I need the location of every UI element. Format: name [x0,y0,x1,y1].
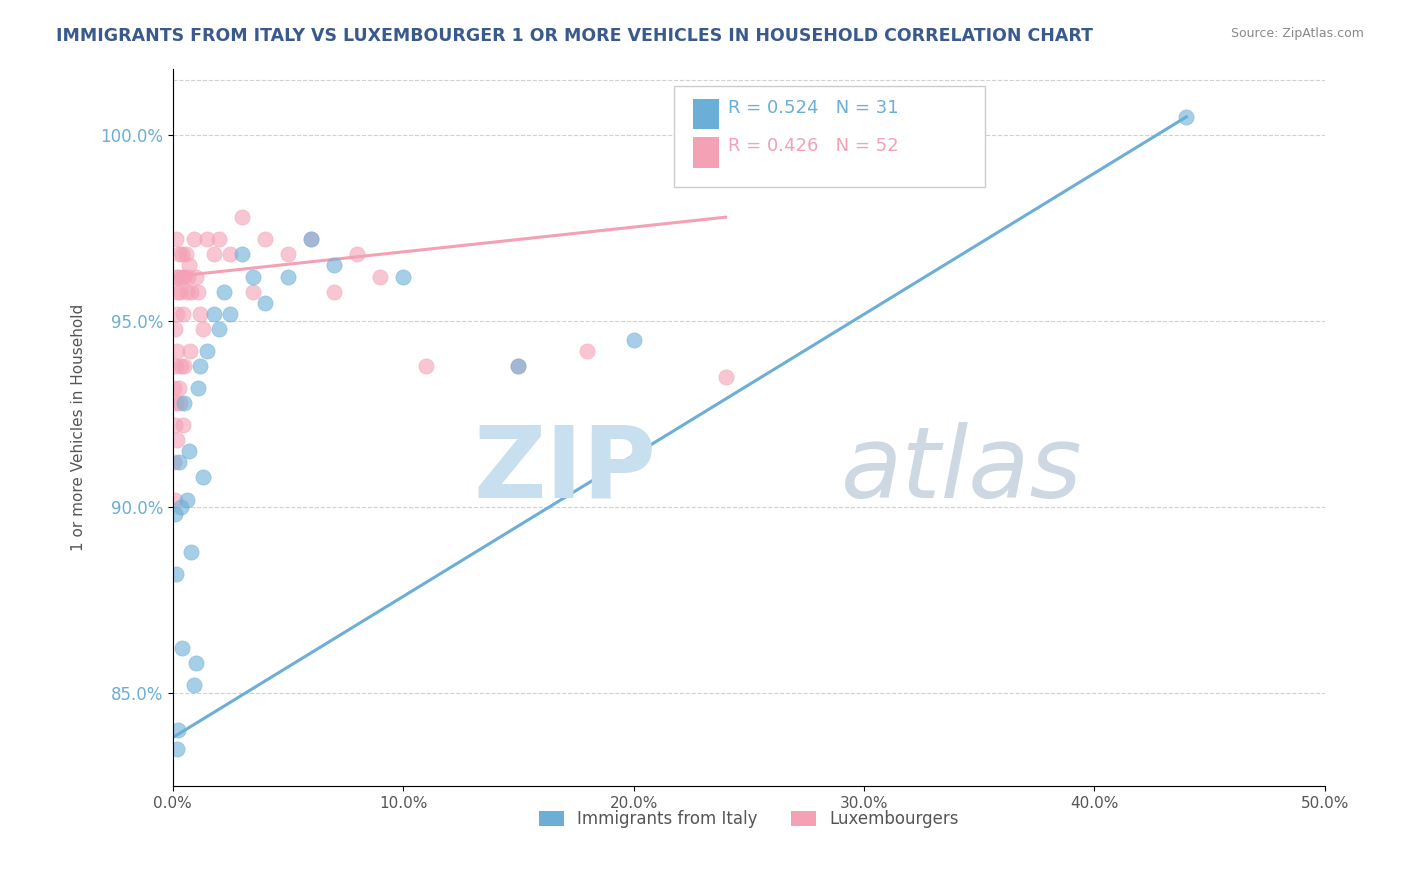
Point [163,455,186,469]
Point [177,444,200,458]
Point [299,232,322,246]
Point [180,544,202,558]
Point [368,269,391,284]
Point [392,269,415,284]
Point [174,247,197,261]
Point [170,269,193,284]
Point [173,269,195,284]
Point [415,359,437,373]
Point [714,370,737,384]
Point [170,359,193,373]
Point [169,455,191,469]
Point [219,247,242,261]
Point [208,232,231,246]
Text: R = 0.426   N = 52: R = 0.426 N = 52 [728,137,898,155]
Point [173,359,195,373]
Y-axis label: 1 or more Vehicles in Household: 1 or more Vehicles in Household [72,303,86,550]
Point [172,307,194,321]
Point [323,259,346,273]
Point [623,333,645,347]
Point [190,359,212,373]
Point [170,247,193,261]
Text: IMMIGRANTS FROM ITALY VS LUXEMBOURGER 1 OR MORE VEHICLES IN HOUSEHOLD CORRELATIO: IMMIGRANTS FROM ITALY VS LUXEMBOURGER 1 … [56,27,1094,45]
Point [184,656,207,670]
Point [277,247,299,261]
Point [197,232,219,246]
Point [253,295,276,310]
Point [166,307,188,321]
Legend: Immigrants from Italy, Luxembourgers: Immigrants from Italy, Luxembourgers [531,804,966,835]
Point [170,500,193,514]
Point [163,418,186,433]
Point [197,343,219,358]
Point [180,285,202,299]
Point [187,285,209,299]
Point [1175,110,1198,124]
Text: R = 0.524   N = 31: R = 0.524 N = 31 [728,99,898,117]
Point [163,492,186,507]
Point [173,396,195,410]
Point [231,210,253,224]
Point [169,381,191,395]
Point [202,247,225,261]
Point [170,641,193,656]
Point [179,343,201,358]
Point [176,492,198,507]
Point [169,285,191,299]
Point [176,285,198,299]
Point [167,269,190,284]
Point [167,723,190,737]
Point [166,741,188,756]
Point [165,566,187,581]
Point [169,396,191,410]
Point [165,269,187,284]
FancyBboxPatch shape [693,99,718,129]
Point [253,232,276,246]
Point [163,508,186,522]
Point [177,269,200,284]
Point [323,285,346,299]
Point [508,359,530,373]
Point [208,321,231,335]
Point [166,343,188,358]
Text: atlas: atlas [841,422,1083,518]
Point [165,359,187,373]
Point [183,232,205,246]
Point [231,247,253,261]
Point [299,232,322,246]
Point [172,418,194,433]
Point [166,285,188,299]
Point [277,269,299,284]
Point [187,381,209,395]
Point [219,307,242,321]
Point [202,307,225,321]
Point [508,359,530,373]
Point [177,259,200,273]
Point [165,321,187,335]
Point [166,433,188,447]
Point [576,343,599,358]
Point [191,470,214,484]
Text: Source: ZipAtlas.com: Source: ZipAtlas.com [1230,27,1364,40]
Text: ZIP: ZIP [474,422,657,518]
Point [242,269,264,284]
FancyBboxPatch shape [673,87,984,186]
Point [165,396,187,410]
Point [212,285,235,299]
Point [190,307,212,321]
Point [183,678,205,692]
Point [167,247,190,261]
Point [191,321,214,335]
Point [163,381,186,395]
FancyBboxPatch shape [693,137,718,168]
Point [184,269,207,284]
Point [165,232,187,246]
Point [242,285,264,299]
Point [346,247,368,261]
